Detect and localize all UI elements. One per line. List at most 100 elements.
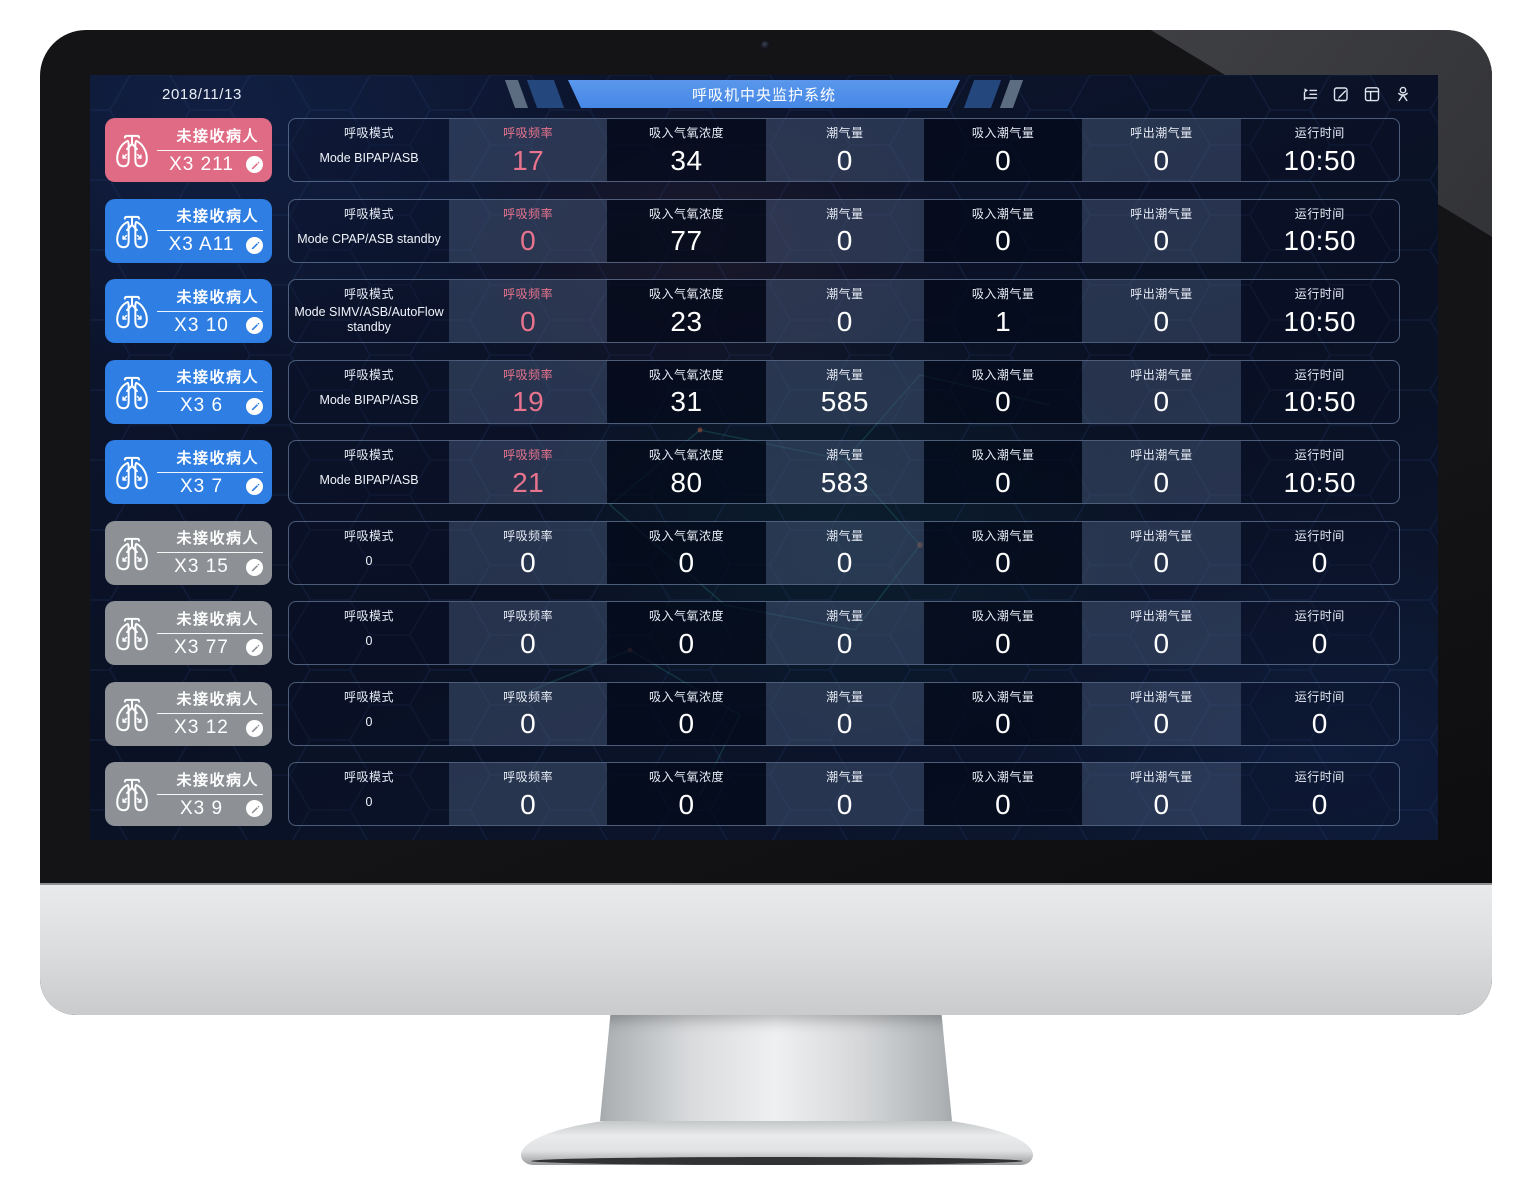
runtime-value: 10:50 — [1283, 466, 1357, 498]
bed-id-row: X3 A11 — [157, 234, 263, 256]
cell-mode: 呼吸模式 0 — [289, 683, 449, 745]
patient-card[interactable]: 未接收病人 X3 6 — [105, 359, 272, 424]
cell-tidal: 潮气量 0 — [765, 119, 924, 181]
bed-id: X3 9 — [179, 797, 224, 819]
cell-tidal: 潮气量 0 — [765, 602, 924, 664]
patient-card[interactable]: 未接收病人 X3 7 — [105, 440, 272, 504]
tidal-in-value: 1 — [995, 305, 1012, 337]
mode-value: Mode BIPAP/ASB — [319, 392, 419, 407]
card-divider — [157, 230, 263, 231]
fio2-value: 31 — [670, 386, 703, 417]
patient-status-label: 未接收病人 — [176, 691, 259, 708]
patient-card[interactable]: 未接收病人 X3 10 — [105, 279, 272, 343]
cell-rate: 呼吸频率 0 — [449, 763, 608, 825]
edit-icon[interactable] — [246, 156, 263, 173]
cell-tidal-in: 吸入潮气量 0 — [923, 119, 1083, 181]
patient-row: 未接收病人 X3 15 呼吸模式 0 呼吸频率 0 — [90, 520, 1438, 585]
col-label-tidal-out: 呼出潮气量 — [1130, 770, 1193, 784]
patient-status-label: 未接收病人 — [176, 208, 259, 225]
cell-tidal: 潮气量 583 — [765, 441, 924, 503]
lungs-icon — [111, 771, 153, 817]
page-title: 呼吸机中央监护系统 — [568, 80, 960, 108]
patient-row: 未接收病人 X3 12 呼吸模式 0 呼吸频率 0 — [90, 681, 1438, 746]
cell-tidal-in: 吸入潮气量 0 — [923, 441, 1083, 503]
patient-card[interactable]: 未接收病人 X3 9 — [105, 762, 272, 826]
cell-mode: 呼吸模式 0 — [289, 522, 449, 584]
cell-fio2: 吸入气氧浓度 0 — [607, 682, 766, 745]
col-label-rate: 呼吸频率 — [503, 287, 554, 301]
col-label-rate: 呼吸频率 — [503, 367, 554, 382]
mode-value: Mode BIPAP/ASB — [319, 473, 419, 487]
patient-card[interactable]: 未接收病人 X3 15 — [105, 520, 272, 585]
col-label-tidal-out: 呼出潮气量 — [1130, 689, 1193, 704]
edit-icon[interactable] — [246, 397, 263, 415]
cell-rate: 呼吸频率 0 — [449, 199, 608, 262]
col-label-mode: 呼吸模式 — [343, 448, 394, 462]
edit-icon[interactable] — [246, 719, 263, 737]
runtime-value: 10:50 — [1283, 144, 1357, 176]
col-label-rate: 呼吸频率 — [503, 206, 554, 221]
tidal-in-value: 0 — [995, 788, 1012, 820]
col-label-runtime: 运行时间 — [1294, 770, 1345, 784]
tidal-out-value: 0 — [1153, 144, 1170, 176]
edit-icon[interactable] — [246, 639, 263, 656]
tidal-out-value: 0 — [1153, 708, 1170, 739]
cell-tidal: 潮气量 0 — [765, 682, 924, 745]
cell-runtime: 运行时间 0 — [1241, 522, 1399, 584]
tidal-in-value: 0 — [995, 547, 1012, 578]
edit-icon[interactable] — [246, 317, 263, 334]
patient-card[interactable]: 未接收病人 X3 211 — [105, 118, 272, 182]
col-label-fio2: 吸入气氧浓度 — [648, 609, 724, 623]
fio2-value: 23 — [670, 305, 703, 337]
col-label-tidal-in: 吸入潮气量 — [971, 689, 1035, 704]
edit-icon[interactable] — [246, 478, 263, 495]
patient-card[interactable]: 未接收病人 X3 A11 — [105, 198, 272, 263]
vitals-panel: 呼吸模式 0 呼吸频率 0 吸入气氧浓度 0 潮气量 0 吸入潮气量 0 呼出潮… — [288, 762, 1400, 826]
tidal-out-value: 0 — [1153, 788, 1170, 820]
bed-id-row: X3 10 — [157, 315, 263, 337]
edit-icon[interactable] — [246, 236, 263, 254]
edit-icon[interactable] — [246, 558, 263, 576]
cell-fio2: 吸入气氧浓度 77 — [607, 199, 766, 262]
col-label-runtime: 运行时间 — [1294, 528, 1345, 543]
col-label-mode: 呼吸模式 — [343, 609, 394, 623]
cell-rate: 呼吸频率 0 — [449, 682, 608, 745]
lungs-icon — [111, 691, 153, 737]
fio2-value: 0 — [678, 788, 695, 820]
vitals-panel: 呼吸模式 Mode BIPAP/ASB 呼吸频率 21 吸入气氧浓度 80 潮气… — [288, 440, 1400, 504]
cell-tidal-out: 呼出潮气量 0 — [1082, 199, 1241, 262]
patient-card[interactable]: 未接收病人 X3 77 — [105, 601, 272, 665]
cell-mode: 呼吸模式 Mode SIMV/ASB/AutoFlow standby — [289, 280, 449, 342]
banner-slash-decoration — [963, 80, 1002, 108]
cell-tidal-out: 呼出潮气量 0 — [1082, 682, 1241, 745]
col-label-fio2: 吸入气氧浓度 — [648, 528, 724, 543]
col-label-tidal-in: 吸入潮气量 — [971, 126, 1035, 140]
vitals-panel: 呼吸模式 Mode CPAP/ASB standby 呼吸频率 0 吸入气氧浓度… — [288, 198, 1400, 263]
monitor-stand-neck — [600, 1013, 952, 1121]
rate-value: 0 — [520, 225, 537, 256]
cell-mode: 呼吸模式 Mode BIPAP/ASB — [289, 119, 449, 181]
col-label-rate: 呼吸频率 — [503, 770, 554, 784]
tidal-value: 0 — [836, 144, 853, 176]
lungs-icon — [111, 288, 153, 334]
bed-id: X3 7 — [179, 475, 224, 497]
user-icon[interactable] — [1394, 85, 1412, 103]
edit-note-icon[interactable] — [1332, 85, 1350, 103]
bed-id: X3 15 — [174, 556, 229, 577]
cell-mode: 呼吸模式 0 — [289, 763, 449, 825]
patient-row: 未接收病人 X3 9 呼吸模式 0 呼吸频率 0 — [90, 762, 1438, 826]
edit-icon[interactable] — [246, 800, 263, 817]
collapse-menu-icon[interactable] — [1301, 85, 1319, 103]
title-banner-group: 呼吸机中央监护系统 — [90, 80, 1438, 108]
card-divider — [157, 713, 263, 714]
col-label-mode: 呼吸模式 — [343, 367, 394, 382]
col-label-tidal-in: 吸入潮气量 — [971, 448, 1035, 462]
bed-id-row: X3 6 — [157, 395, 263, 417]
monitor-bezel: 2018/11/13 呼吸机中央监护系统 — [40, 30, 1492, 1015]
cell-fio2: 吸入气氧浓度 0 — [607, 521, 766, 584]
patient-card[interactable]: 未接收病人 X3 12 — [105, 681, 272, 746]
col-label-runtime: 运行时间 — [1294, 126, 1345, 140]
col-label-tidal: 潮气量 — [826, 770, 864, 784]
layout-icon[interactable] — [1363, 85, 1381, 103]
tidal-out-value: 0 — [1153, 386, 1170, 417]
